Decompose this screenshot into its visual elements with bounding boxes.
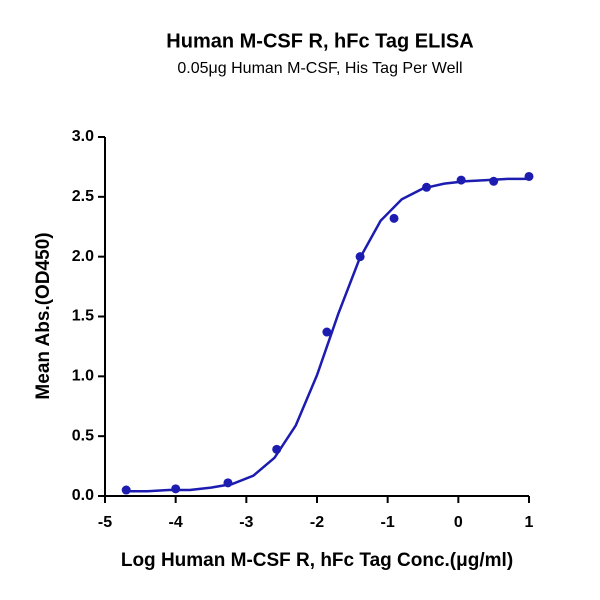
data-point: [524, 171, 534, 181]
x-tick-label: -5: [98, 514, 112, 531]
y-tick-label: 2.0: [72, 248, 94, 265]
data-point: [422, 182, 432, 192]
x-tick-label: -4: [169, 514, 183, 531]
data-point: [389, 213, 399, 223]
y-tick-label: 2.5: [72, 188, 94, 205]
chart-title: Human M-CSF R, hFc Tag ELISA: [166, 30, 473, 52]
data-point: [456, 175, 466, 185]
data-point: [223, 478, 233, 488]
y-tick-label: 0.0: [72, 487, 94, 504]
data-point: [489, 176, 499, 186]
x-axis-label: Log Human M-CSF R, hFc Tag Conc.(μg/ml): [121, 550, 513, 571]
x-tick-label: 0: [454, 514, 463, 531]
data-point: [121, 485, 131, 495]
data-point: [171, 484, 181, 494]
x-tick-label: -3: [239, 514, 253, 531]
y-axis-label: Mean Abs.(OD450): [33, 232, 54, 399]
y-tick-label: 1.5: [72, 308, 94, 325]
chart-subtitle: 0.05μg Human M-CSF, His Tag Per Well: [177, 60, 462, 77]
data-point: [272, 444, 282, 454]
y-tick-label: 0.5: [72, 427, 94, 444]
x-tick-label: -2: [310, 514, 324, 531]
data-point: [355, 252, 365, 262]
data-point: [322, 327, 332, 337]
x-tick-label: 1: [525, 514, 534, 531]
y-tick-label: 1.0: [72, 368, 94, 385]
x-tick-label: -1: [381, 514, 395, 531]
y-tick-label: 3.0: [72, 128, 94, 145]
